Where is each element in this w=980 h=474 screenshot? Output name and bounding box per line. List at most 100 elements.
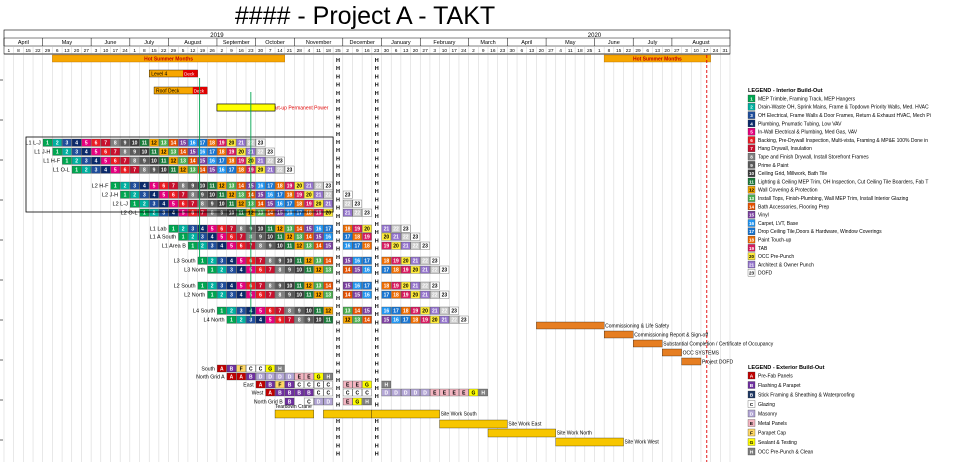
takt-cell-number: 6 [269,309,272,315]
takt-cell-number: 18 [393,268,399,274]
zone-label: L2 O-L [121,211,138,217]
legend-text: Lighting & Ceiling MEP Trim, OH Inspecti… [758,179,928,185]
takt-cell [313,232,324,241]
takt-cell-number: 1 [230,318,233,324]
takt-cell-number: 8 [211,211,214,217]
takt-cell-number: 9 [211,202,214,208]
takt-cell-number: 21 [325,202,331,208]
day-label: 11 [316,48,321,54]
holiday-mark: H [336,206,340,212]
takt-cell-number: 20 [258,168,264,174]
takt-cell-number: 9 [288,268,291,274]
takt-cell [352,232,363,241]
takt-cell-number: 21 [258,159,264,165]
takt-cell [178,165,188,174]
takt-cell [188,241,198,250]
holiday-mark: H [336,435,340,441]
takt-cell-number: 10 [277,244,283,250]
takt-cell-number: 15 [180,141,186,147]
takt-cell [342,232,353,241]
takt-cell [294,181,304,190]
takt-cell [362,315,372,324]
takt-cell-number: 14 [316,244,322,250]
takt-cell-number: 18 [413,318,419,324]
takt-cell [188,138,198,147]
month-label: June [105,40,117,46]
takt-cell [197,165,208,174]
takt-cell [391,224,401,233]
legend-text: Flashing & Parapet [758,383,801,389]
ext-cell-letter: F [278,382,281,388]
day-label: 18 [577,48,583,54]
takt-cell [226,156,237,165]
holiday-mark: H [375,214,379,220]
takt-cell-number: 23 [413,235,419,241]
holiday-mark: H [336,83,340,89]
takt-cell [362,265,372,274]
holiday-mark: H [336,255,340,261]
takt-cell-number: 4 [230,259,233,265]
takt-cell-number: 17 [384,268,390,274]
takt-cell-number: 2 [201,244,204,250]
takt-cell [178,224,188,233]
takt-cell [459,315,469,324]
day-label: 24 [713,48,719,54]
takt-cell [178,156,188,165]
prelim-bar-label: Level 4 [151,71,167,77]
day-label: 13 [529,48,535,54]
takt-cell [100,147,111,156]
takt-cell [226,290,237,299]
takt-cell-number: 23 [277,159,283,165]
ext-cell-letter: E [433,390,437,396]
holiday-mark: H [336,115,340,121]
takt-cell-number: 5 [211,227,214,233]
takt-cell [342,315,353,324]
legend-swatch [747,211,756,219]
takt-cell [265,241,275,250]
holiday-mark: H [336,189,340,195]
takt-cell [91,156,101,165]
takt-cell-number: 2 [240,318,243,324]
takt-cell-number: 16 [287,211,293,217]
takt-cell [100,165,111,174]
takt-cell-number: 6 [230,235,233,241]
takt-cell-number: 17 [384,293,390,299]
takt-cell [188,165,198,174]
ext-cell-letter: C [356,390,360,396]
takt-cell-number: 22 [258,150,264,156]
month-label: August [184,40,202,46]
takt-cell-number: 14 [355,309,361,315]
takt-cell [401,256,411,265]
takt-cell-number: 5 [230,244,233,250]
takt-cell-number: 12 [151,141,157,147]
takt-cell [81,156,91,165]
takt-cell-number: 8 [288,309,291,315]
holiday-mark: H [375,156,379,162]
takt-cell [207,156,217,165]
legend-text: Tape and Finish Drywall, Install Storefr… [758,155,869,161]
takt-cell [313,306,324,315]
day-label: 24 [461,48,467,54]
legend-code: 14 [749,204,755,209]
takt-cell [255,147,266,156]
takt-cell-number: 8 [259,244,262,250]
takt-cell [391,256,401,265]
takt-cell-number: 23 [325,184,331,190]
site-bar [323,409,372,419]
holiday-mark: H [336,214,340,220]
takt-cell-number: 11 [287,244,293,250]
takt-cell-number: 16 [190,141,196,147]
takt-cell [294,241,304,250]
day-label: 22 [35,48,41,54]
holiday-mark: H [336,238,340,244]
takt-cell [139,190,150,199]
takt-cell [255,256,266,265]
legend-swatch [747,409,756,418]
takt-cell [255,199,266,208]
takt-cell-number: 9 [269,244,272,250]
legend-code: 18 [749,238,755,243]
ext-cell [217,364,227,373]
takt-cell [313,190,324,199]
takt-cell-number: 12 [306,284,312,290]
day-label: 7 [269,48,272,54]
